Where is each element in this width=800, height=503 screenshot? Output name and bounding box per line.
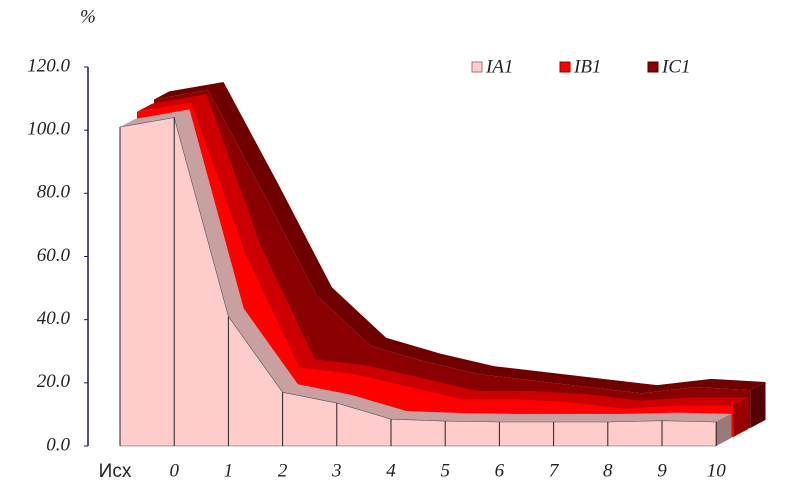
area-top xyxy=(120,109,732,422)
area-top xyxy=(137,94,749,409)
y-tick-label: 40.0 xyxy=(37,308,71,329)
legend-label: IA1 xyxy=(485,56,513,77)
area-side xyxy=(750,382,766,428)
x-tick-label: 7 xyxy=(549,460,560,481)
y-tick-label: 20.0 xyxy=(37,371,71,392)
x-tick-label: 0 xyxy=(169,460,179,481)
y-axis-label: % xyxy=(80,6,96,27)
x-tick-label: 1 xyxy=(224,460,234,481)
legend-swatch xyxy=(559,61,571,73)
y-tick-label: 0.0 xyxy=(46,434,70,455)
area xyxy=(137,102,734,437)
x-tick-label: 8 xyxy=(603,460,613,481)
y-tick-label: 100.0 xyxy=(27,119,70,140)
x-tick-label: Исх xyxy=(99,461,132,482)
area-side xyxy=(716,413,732,446)
x-tick-label: 6 xyxy=(495,460,505,481)
y-tick-label: 60.0 xyxy=(37,245,71,266)
area-side xyxy=(733,397,749,437)
y-tick-label: 80.0 xyxy=(37,182,71,203)
legend-swatch xyxy=(471,61,483,73)
x-tick-label: 2 xyxy=(278,460,288,481)
legend-label: IC1 xyxy=(661,56,691,77)
legend-swatch xyxy=(647,61,659,73)
x-tick-label: 10 xyxy=(707,460,727,481)
legend-label: IB1 xyxy=(573,56,601,77)
x-tick-label: 4 xyxy=(386,460,396,481)
x-tick-label: 5 xyxy=(440,460,450,481)
y-tick-label: 120.0 xyxy=(27,55,70,76)
x-tick-label: 3 xyxy=(331,460,342,481)
x-tick-label: 9 xyxy=(657,460,667,481)
